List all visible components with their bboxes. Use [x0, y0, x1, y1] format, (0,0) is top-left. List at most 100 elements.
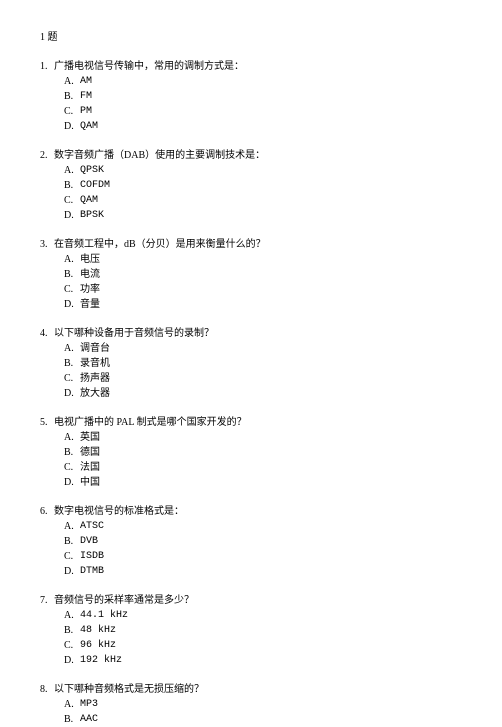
option: B.48 kHz — [40, 623, 462, 638]
option-letter: C. — [64, 638, 80, 653]
option-text: 96 kHz — [80, 638, 116, 653]
option-letter: C. — [64, 282, 80, 297]
option-letter: B. — [64, 445, 80, 460]
option-letter: A. — [64, 74, 80, 89]
option-text: PM — [80, 104, 92, 119]
option-text: FM — [80, 89, 92, 104]
option-text: QPSK — [80, 163, 104, 178]
option-letter: D. — [64, 564, 80, 579]
question-body: 以下哪种音频格式是无损压缩的？ — [54, 682, 204, 697]
question-text: 5.电视广播中的 PAL 制式是哪个国家开发的？ — [40, 415, 462, 430]
option-letter: B. — [64, 178, 80, 193]
option-letter: C. — [64, 104, 80, 119]
option-text: AAC — [80, 712, 98, 727]
option: A.英国 — [40, 430, 462, 445]
page-header: 1 题 — [40, 30, 462, 45]
question: 6.数字电视信号的标准格式是：A.ATSCB.DVBC.ISDBD.DTMB — [40, 504, 462, 579]
question-number: 5. — [40, 415, 54, 430]
question-body: 音频信号的采样率通常是多少？ — [54, 593, 194, 608]
option-text: BPSK — [80, 208, 104, 223]
option-letter: B. — [64, 89, 80, 104]
option-text: 德国 — [80, 445, 100, 460]
option-text: 英国 — [80, 430, 100, 445]
option: D.BPSK — [40, 208, 462, 223]
option: B.DVB — [40, 534, 462, 549]
option-letter: C. — [64, 371, 80, 386]
question-text: 1.广播电视信号传输中，常用的调制方式是： — [40, 59, 462, 74]
option-text: 电压 — [80, 252, 100, 267]
option: C.96 kHz — [40, 638, 462, 653]
question-text: 7.音频信号的采样率通常是多少？ — [40, 593, 462, 608]
option: C.扬声器 — [40, 371, 462, 386]
option-text: 音量 — [80, 297, 100, 312]
question: 7.音频信号的采样率通常是多少？A.44.1 kHzB.48 kHzC.96 k… — [40, 593, 462, 668]
question-number: 4. — [40, 326, 54, 341]
option-letter: D. — [64, 119, 80, 134]
option: D.192 kHz — [40, 653, 462, 668]
option: A.44.1 kHz — [40, 608, 462, 623]
question-body: 数字电视信号的标准格式是： — [54, 504, 184, 519]
option: A.电压 — [40, 252, 462, 267]
option: C.法国 — [40, 460, 462, 475]
option: C.ISDB — [40, 549, 462, 564]
question-number: 6. — [40, 504, 54, 519]
option-text: AM — [80, 74, 92, 89]
option-letter: C. — [64, 549, 80, 564]
question: 2.数字音频广播（DAB）使用的主要调制技术是：A.QPSKB.COFDMC.Q… — [40, 148, 462, 223]
option-letter: B. — [64, 712, 80, 727]
option-letter: B. — [64, 623, 80, 638]
question-body: 在音频工程中，dB（分贝）是用来衡量什么的？ — [54, 237, 266, 252]
question-number: 3. — [40, 237, 54, 252]
question-text: 3.在音频工程中，dB（分贝）是用来衡量什么的？ — [40, 237, 462, 252]
option-letter: B. — [64, 267, 80, 282]
question-text: 2.数字音频广播（DAB）使用的主要调制技术是： — [40, 148, 462, 163]
option: C.QAM — [40, 193, 462, 208]
question: 1.广播电视信号传输中，常用的调制方式是：A.AMB.FMC.PMD.QAM — [40, 59, 462, 134]
option: B.电流 — [40, 267, 462, 282]
question-number: 7. — [40, 593, 54, 608]
option-letter: A. — [64, 697, 80, 712]
option-letter: A. — [64, 252, 80, 267]
option: A.调音台 — [40, 341, 462, 356]
option-letter: D. — [64, 297, 80, 312]
option: A.ATSC — [40, 519, 462, 534]
option: A.AM — [40, 74, 462, 89]
option-text: 192 kHz — [80, 653, 122, 668]
option-text: 44.1 kHz — [80, 608, 128, 623]
option-text: 48 kHz — [80, 623, 116, 638]
header-text: 1 题 — [40, 32, 58, 43]
option: B.AAC — [40, 712, 462, 727]
question: 4.以下哪种设备用于音频信号的录制？A.调音台B.录音机C.扬声器D.放大器 — [40, 326, 462, 401]
option-letter: A. — [64, 341, 80, 356]
question-text: 4.以下哪种设备用于音频信号的录制？ — [40, 326, 462, 341]
option-text: DTMB — [80, 564, 104, 579]
option: C.PM — [40, 104, 462, 119]
option-text: QAM — [80, 193, 98, 208]
option-text: 电流 — [80, 267, 100, 282]
option-text: COFDM — [80, 178, 110, 193]
question: 5.电视广播中的 PAL 制式是哪个国家开发的？A.英国B.德国C.法国D.中国 — [40, 415, 462, 490]
option-text: 录音机 — [80, 356, 110, 371]
option: A.QPSK — [40, 163, 462, 178]
option-text: 放大器 — [80, 386, 110, 401]
question-body: 以下哪种设备用于音频信号的录制？ — [54, 326, 214, 341]
option-letter: D. — [64, 386, 80, 401]
option: D.中国 — [40, 475, 462, 490]
option: D.DTMB — [40, 564, 462, 579]
option: D.音量 — [40, 297, 462, 312]
option-text: ISDB — [80, 549, 104, 564]
question-number: 8. — [40, 682, 54, 697]
option-letter: C. — [64, 193, 80, 208]
option-text: MP3 — [80, 697, 98, 712]
option-letter: A. — [64, 163, 80, 178]
option-text: DVB — [80, 534, 98, 549]
option-letter: D. — [64, 653, 80, 668]
option-letter: D. — [64, 475, 80, 490]
option-text: ATSC — [80, 519, 104, 534]
option: D.放大器 — [40, 386, 462, 401]
option-letter: A. — [64, 519, 80, 534]
option-text: 中国 — [80, 475, 100, 490]
option-letter: B. — [64, 356, 80, 371]
option-letter: D. — [64, 208, 80, 223]
option-letter: C. — [64, 460, 80, 475]
